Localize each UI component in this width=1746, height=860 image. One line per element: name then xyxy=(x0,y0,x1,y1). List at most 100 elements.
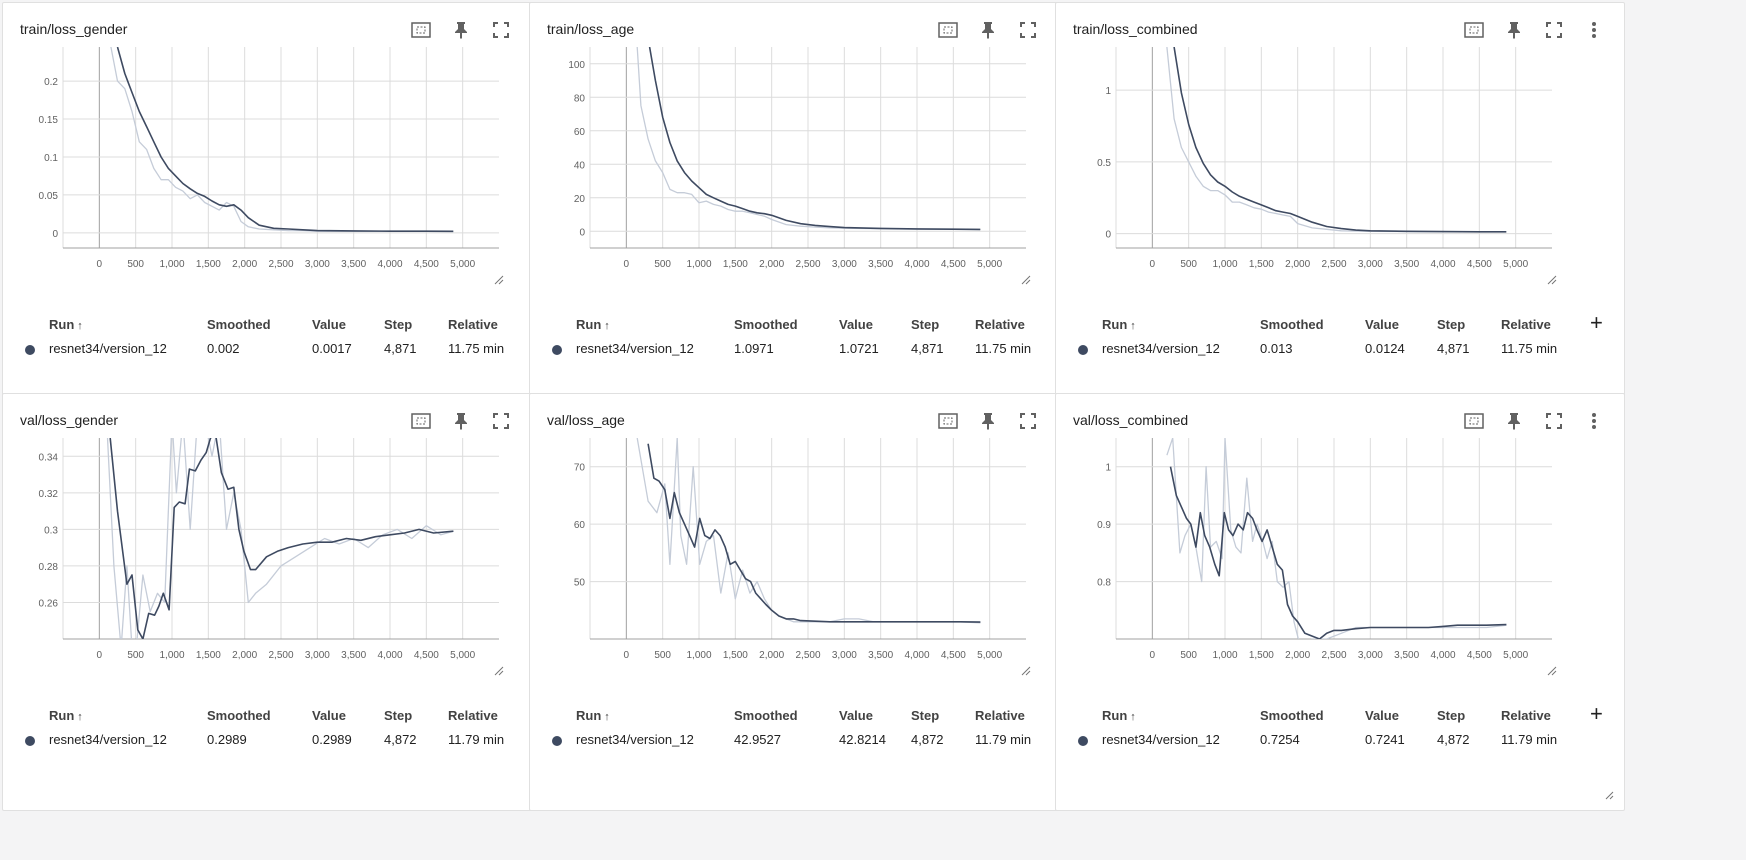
x-tick-label: 3,500 xyxy=(341,259,366,270)
y-tick-label: 0.3 xyxy=(44,525,58,536)
pin-icon[interactable] xyxy=(441,17,481,43)
y-tick-label: 0.2 xyxy=(44,77,58,88)
x-tick-label: 2,500 xyxy=(1321,650,1346,661)
fit-domain-icon[interactable] xyxy=(1454,408,1494,434)
pin-icon[interactable] xyxy=(1494,17,1534,43)
run-color-dot[interactable] xyxy=(552,736,562,746)
table-row[interactable]: resnet34/version_12 0.013 0.0124 4,871 1… xyxy=(1056,337,1624,361)
run-table: Run↑ Smoothed Value Step Relative + resn… xyxy=(530,703,1098,752)
run-column-header[interactable]: Run ↑ xyxy=(1102,708,1136,723)
run-color-dot[interactable] xyxy=(25,736,35,746)
x-tick-label: 500 xyxy=(127,259,144,270)
fit-domain-icon[interactable] xyxy=(401,408,441,434)
resize-handle-icon[interactable] xyxy=(1605,791,1614,800)
table-row[interactable]: resnet34/version_12 0.7254 0.7241 4,872 … xyxy=(1056,728,1624,752)
line-chart[interactable]: 0 500 1,000 1,500 2,000 2,500 3,000 3,500 4,000 4… xyxy=(1056,43,1625,313)
fit-domain-icon[interactable] xyxy=(928,17,968,43)
run-column-header[interactable]: Run ↑ xyxy=(576,317,610,332)
table-row[interactable]: resnet34/version_12 0.2989 0.2989 4,872 … xyxy=(3,728,571,752)
smoothed-column-header[interactable]: Smoothed xyxy=(207,317,271,332)
x-tick-label: 2,000 xyxy=(1285,650,1310,661)
value-column-header[interactable]: Value xyxy=(839,317,873,332)
value-column-header[interactable]: Value xyxy=(312,317,346,332)
fullscreen-icon[interactable] xyxy=(481,408,521,434)
x-tick-label: 2,000 xyxy=(759,650,784,661)
line-chart[interactable]: 0 500 1,000 1,500 2,000 2,500 3,000 3,500 4,000 4… xyxy=(530,434,1099,704)
step-column-header[interactable]: Step xyxy=(1437,708,1466,723)
more-vert-icon[interactable] xyxy=(1574,17,1614,43)
x-tick-label: 0 xyxy=(97,650,103,661)
add-icon[interactable]: + xyxy=(1590,701,1603,726)
smoothed-column-header[interactable]: Smoothed xyxy=(207,708,271,723)
relative-column-header[interactable]: Relative xyxy=(975,708,1025,723)
run-column-header[interactable]: Run ↑ xyxy=(49,708,83,723)
sort-arrow-up-icon: ↑ xyxy=(604,711,610,723)
run-column-header[interactable]: Run ↑ xyxy=(49,317,83,332)
fit-domain-icon[interactable] xyxy=(401,17,441,43)
fit-domain-icon[interactable] xyxy=(1454,17,1494,43)
step-column-header[interactable]: Step xyxy=(911,708,940,723)
value-column-header[interactable]: Value xyxy=(839,708,873,723)
smoothed-column-header[interactable]: Smoothed xyxy=(1260,708,1324,723)
value-column-header[interactable]: Value xyxy=(1365,317,1399,332)
line-chart[interactable]: 0 500 1,000 1,500 2,000 2,500 3,000 3,500 4,000 4… xyxy=(3,43,572,313)
step-value: 4,872 xyxy=(384,732,417,747)
smoothed-value: 0.002 xyxy=(207,341,240,356)
pin-icon[interactable] xyxy=(1494,408,1534,434)
run-color-dot[interactable] xyxy=(1078,736,1088,746)
fullscreen-icon[interactable] xyxy=(1008,408,1048,434)
x-tick-label: 0 xyxy=(1150,259,1156,270)
pin-icon[interactable] xyxy=(968,408,1008,434)
x-tick-label: 3,000 xyxy=(305,650,330,661)
raw-value: 42.8214 xyxy=(839,732,886,747)
x-tick-label: 0 xyxy=(624,259,630,270)
x-tick-label: 5,000 xyxy=(450,259,475,270)
fullscreen-icon[interactable] xyxy=(1534,17,1574,43)
run-color-dot[interactable] xyxy=(25,345,35,355)
run-color-dot[interactable] xyxy=(1078,345,1088,355)
step-value: 4,872 xyxy=(1437,732,1470,747)
step-column-header[interactable]: Step xyxy=(911,317,940,332)
value-column-header[interactable]: Value xyxy=(1365,708,1399,723)
fullscreen-icon[interactable] xyxy=(481,17,521,43)
line-chart[interactable]: 0 500 1,000 1,500 2,000 2,500 3,000 3,500 4,000 4… xyxy=(3,434,572,704)
chart-resize-handle-icon xyxy=(494,275,504,285)
pin-icon[interactable] xyxy=(441,408,481,434)
relative-column-header[interactable]: Relative xyxy=(1501,708,1551,723)
y-tick-label: 100 xyxy=(568,60,585,71)
value-column-header[interactable]: Value xyxy=(312,708,346,723)
more-vert-icon[interactable] xyxy=(1574,408,1614,434)
run-column-header[interactable]: Run ↑ xyxy=(1102,317,1136,332)
table-row[interactable]: resnet34/version_12 0.002 0.0017 4,871 1… xyxy=(3,337,571,361)
smoothed-column-header[interactable]: Smoothed xyxy=(734,317,798,332)
run-color-dot[interactable] xyxy=(552,345,562,355)
relative-time: 11.75 min xyxy=(975,341,1032,356)
y-tick-label: 20 xyxy=(574,194,586,205)
pin-icon[interactable] xyxy=(968,17,1008,43)
relative-column-header[interactable]: Relative xyxy=(1501,317,1551,332)
line-chart[interactable]: 0 500 1,000 1,500 2,000 2,500 3,000 3,500 4,000 4… xyxy=(530,43,1099,313)
relative-column-header[interactable]: Relative xyxy=(448,317,498,332)
step-column-header[interactable]: Step xyxy=(384,317,413,332)
step-column-header[interactable]: Step xyxy=(384,708,413,723)
y-tick-label: 0.8 xyxy=(1097,578,1111,589)
smoothed-column-header[interactable]: Smoothed xyxy=(1260,317,1324,332)
smoothed-series-line xyxy=(1173,47,1507,233)
sort-arrow-up-icon: ↑ xyxy=(604,320,610,332)
relative-column-header[interactable]: Relative xyxy=(448,708,498,723)
add-icon[interactable]: + xyxy=(1590,310,1603,335)
run-name: resnet34/version_12 xyxy=(1102,732,1220,747)
table-row[interactable]: resnet34/version_12 42.9527 42.8214 4,87… xyxy=(530,728,1098,752)
table-row[interactable]: resnet34/version_12 1.0971 1.0721 4,871 … xyxy=(530,337,1098,361)
x-tick-label: 3,500 xyxy=(868,259,893,270)
smoothed-column-header[interactable]: Smoothed xyxy=(734,708,798,723)
line-chart[interactable]: 0 500 1,000 1,500 2,000 2,500 3,000 3,500 4,000 4… xyxy=(1056,434,1625,704)
fullscreen-icon[interactable] xyxy=(1008,17,1048,43)
step-column-header[interactable]: Step xyxy=(1437,317,1466,332)
fullscreen-icon[interactable] xyxy=(1534,408,1574,434)
y-tick-label: 0.28 xyxy=(39,562,59,573)
chart-resize-handle-icon xyxy=(1021,666,1031,676)
run-column-header[interactable]: Run ↑ xyxy=(576,708,610,723)
relative-column-header[interactable]: Relative xyxy=(975,317,1025,332)
fit-domain-icon[interactable] xyxy=(928,408,968,434)
